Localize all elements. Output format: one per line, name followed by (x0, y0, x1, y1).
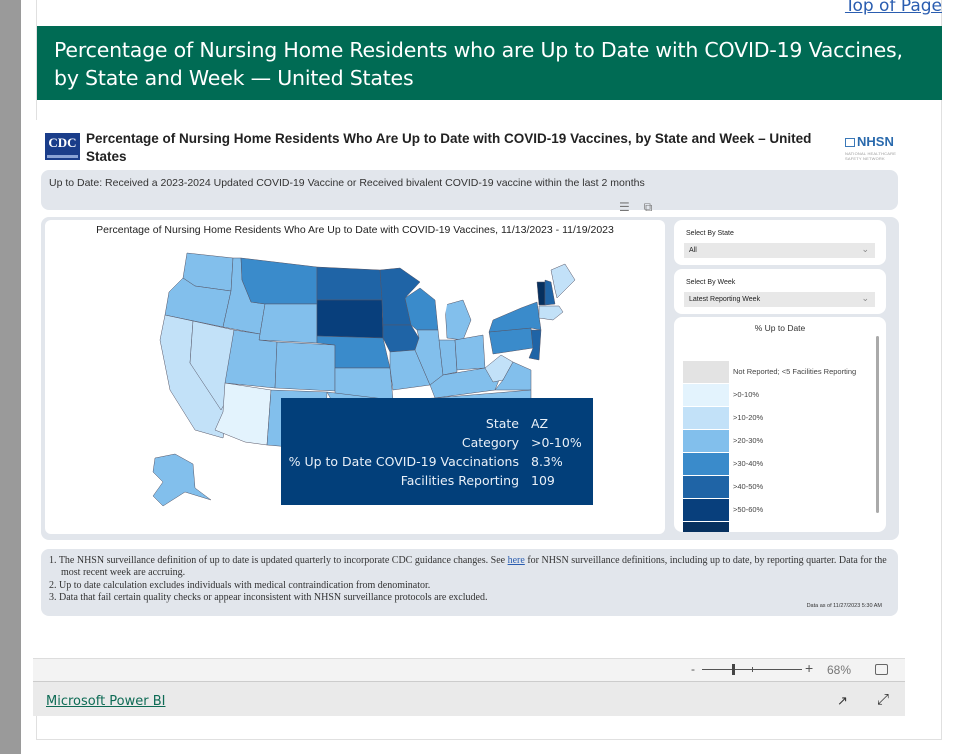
nhsn-logo-subtitle: NATIONAL HEALTHCARE SAFETY NETWORK (845, 151, 897, 161)
chevron-down-icon: ⌄ (861, 244, 869, 254)
report-title: Percentage of Nursing Home Residents Who… (86, 131, 812, 164)
chevron-down-icon: ⌄ (861, 293, 869, 303)
tooltip-value: 109 (531, 473, 555, 488)
footnote-2: 2. Up to date calculation excludes indiv… (49, 579, 431, 591)
state-mo (389, 349, 431, 391)
left-gutter (0, 0, 21, 754)
tooltip-row-category: Category >0-10% (281, 435, 593, 454)
state-co (274, 341, 336, 392)
legend-swatch-0-10 (683, 384, 729, 406)
week-slicer-label: Select By Week (686, 279, 736, 286)
nhsn-monitor-icon (845, 138, 855, 147)
state-ak (152, 453, 212, 507)
footnote-text: 1. The NHSN surveillance definition of u… (49, 555, 508, 566)
legend-swatch-50-60 (683, 499, 729, 521)
fit-to-page-icon[interactable] (875, 664, 888, 675)
state-ma-ct (538, 305, 564, 321)
legend: % Up to Date Not Reported; <5 Facilities… (674, 317, 886, 532)
week-dropdown-value: Latest Reporting Week (689, 296, 761, 303)
zoom-toolbar: - + 68% (33, 658, 905, 681)
legend-label: >50-60% (733, 505, 764, 514)
powerbi-link[interactable]: Microsoft Power BI (46, 694, 166, 709)
tooltip-label: % Up to Date COVID-19 Vaccinations (288, 454, 519, 469)
state-ia (382, 324, 420, 353)
state-pa (488, 327, 534, 355)
state-wy (258, 303, 318, 344)
tooltip-row-facilities: Facilities Reporting 109 (281, 473, 593, 492)
legend-swatch-40-50 (683, 476, 729, 498)
tooltip-row-pct: % Up to Date COVID-19 Vaccinations 8.3% (281, 454, 593, 473)
state-va (494, 361, 532, 391)
zoom-slider-tick (752, 667, 753, 672)
zoom-slider-thumb[interactable] (732, 664, 735, 675)
state-slicer: Select By State All ⌄ (674, 220, 886, 265)
tooltip-value: 8.3% (531, 454, 563, 469)
tooltip-value: >0-10% (531, 435, 582, 450)
tooltip-label: Category (461, 435, 519, 450)
legend-scrollbar[interactable] (876, 336, 879, 513)
data-timestamp: Data as of 11/27/2023 5:30 AM (806, 602, 882, 609)
map-title: Percentage of Nursing Home Residents Who… (96, 224, 614, 236)
visual-header-icons: ☰ ⧉ (619, 200, 652, 215)
legend-label: >0-10% (733, 390, 760, 399)
state-me (550, 263, 576, 299)
tooltip-value: AZ (531, 416, 549, 431)
share-icon[interactable]: ↗ (837, 693, 848, 708)
state-mt (240, 257, 318, 305)
legend-swatch-10-20 (683, 407, 729, 429)
legend-swatch-not-reported (683, 361, 729, 383)
focus-mode-icon[interactable]: ⧉ (643, 200, 653, 214)
state-vt (536, 281, 546, 306)
state-slicer-label: Select By State (686, 230, 734, 237)
state-dropdown[interactable]: All ⌄ (684, 243, 875, 258)
state-nh (544, 279, 556, 306)
legend-label: Not Reported; <5 Facilities Reporting (733, 367, 857, 376)
cdc-logo: CDC (45, 133, 80, 160)
zoom-in-button[interactable]: + (805, 660, 814, 676)
legend-label: >10-20% (733, 413, 764, 422)
state-ny (488, 301, 542, 333)
tooltip-row-state: State AZ (281, 416, 593, 435)
legend-title: % Up to Date (754, 323, 806, 333)
legend-label: >30-40% (733, 459, 764, 468)
powerbi-footer: Microsoft Power BI ↗ ⤢ (33, 681, 905, 716)
zoom-level: 68% (827, 663, 852, 677)
legend-swatch-20-30 (683, 430, 729, 452)
filter-icon[interactable]: ☰ (619, 200, 630, 214)
week-dropdown[interactable]: Latest Reporting Week ⌄ (684, 292, 875, 307)
state-nd (316, 266, 383, 301)
state-nv (189, 320, 235, 411)
state-in (438, 339, 458, 376)
week-slicer: Select By Week Latest Reporting Week ⌄ (674, 269, 886, 314)
top-of-page-link[interactable]: Top of Page (844, 0, 942, 16)
tooltip-label: Facilities Reporting (400, 473, 519, 488)
legend-label: >20-30% (733, 436, 764, 445)
footnote-text: for NHSN surveillance definitions, inclu… (61, 555, 887, 579)
nhsn-logo: NHSN NATIONAL HEALTHCARE SAFETY NETWORK (845, 134, 905, 162)
state-sd (316, 299, 384, 339)
tooltip-label: State (485, 416, 519, 431)
state-oh (454, 334, 486, 371)
footnotes: 1. The NHSN surveillance definition of u… (41, 549, 898, 616)
cdc-logo-text: CDC (48, 135, 77, 150)
state-dropdown-value: All (689, 247, 697, 254)
definitions-link[interactable]: here (507, 555, 525, 566)
nhsn-logo-text: NHSN (857, 134, 894, 149)
definition-box: Up to Date: Received a 2023-2024 Updated… (41, 170, 898, 210)
fullscreen-icon[interactable]: ⤢ (877, 691, 890, 708)
legend-swatch-30-40 (683, 453, 729, 475)
zoom-out-button[interactable]: - (691, 662, 695, 676)
footnote-1: 1. The NHSN surveillance definition of u… (49, 555, 890, 580)
footnote-3: 3. Data that fail certain quality checks… (49, 591, 488, 603)
state-mi (444, 299, 472, 341)
state-nj-md (528, 329, 542, 361)
legend-label: >40-50% (733, 482, 764, 491)
powerbi-report: CDC Percentage of Nursing Home Residents… (33, 120, 905, 660)
page-title: Percentage of Nursing Home Residents who… (37, 26, 942, 100)
map-tooltip: State AZ Category >0-10% % Up to Date COVI… (281, 398, 593, 505)
legend-swatch-60-plus (683, 522, 729, 532)
